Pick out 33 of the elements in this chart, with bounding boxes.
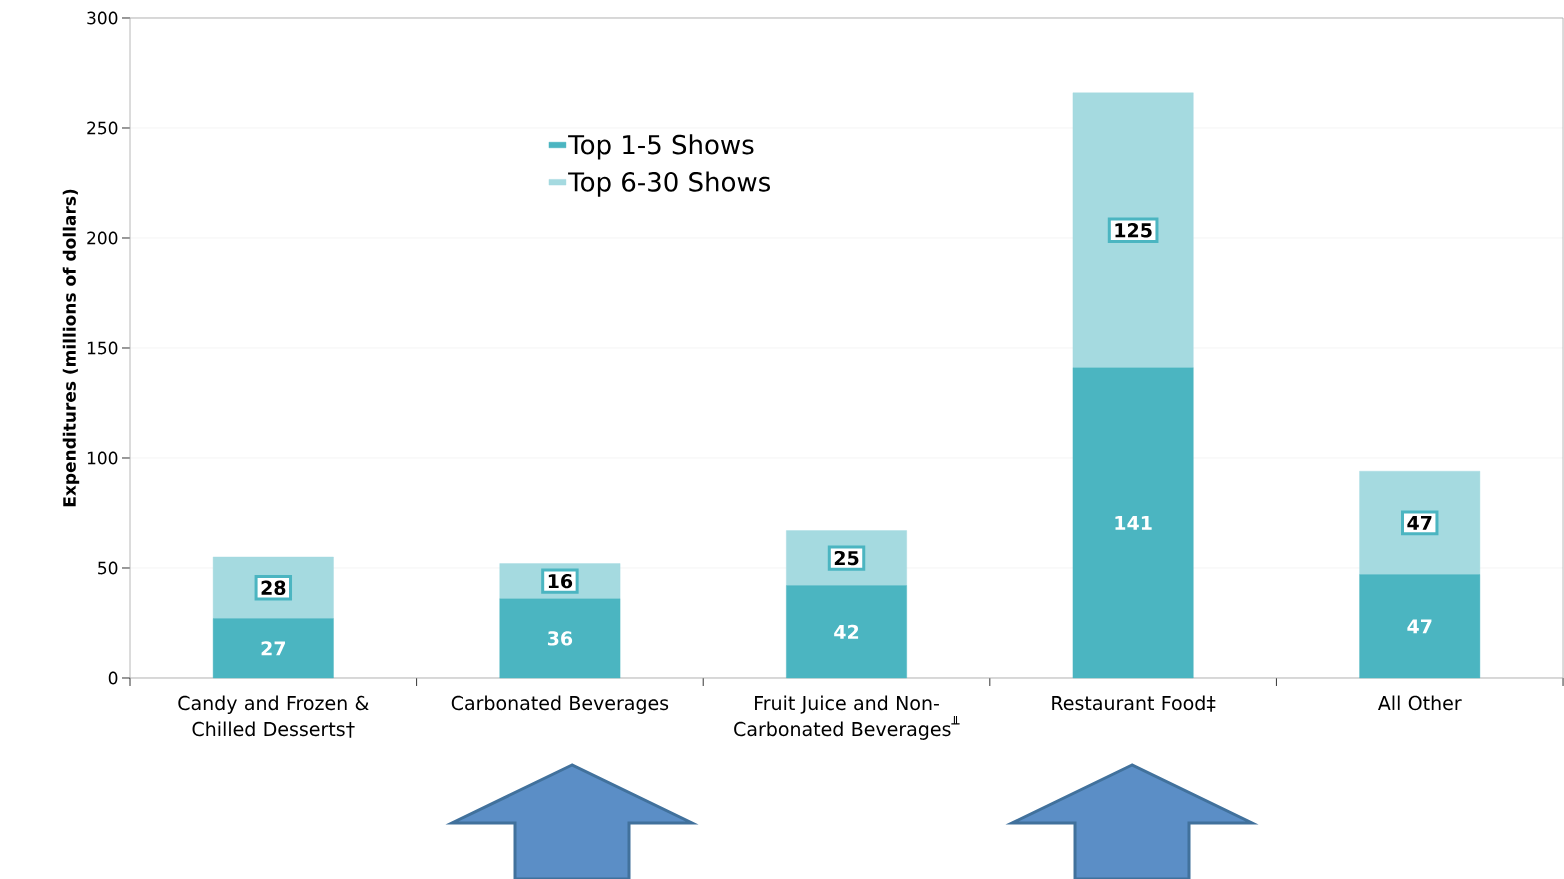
data-label: 125 bbox=[1115, 223, 1152, 238]
data-label: 27 bbox=[261, 641, 286, 656]
y-tick-label: 200 bbox=[87, 231, 118, 245]
data-label: 28 bbox=[261, 580, 286, 595]
y-tick-label: 150 bbox=[87, 341, 118, 355]
y-tick-label: 0 bbox=[108, 671, 118, 685]
data-label: 47 bbox=[1407, 515, 1432, 530]
data-label: 42 bbox=[834, 624, 859, 639]
data-label: 36 bbox=[547, 631, 573, 646]
y-tick-label: 50 bbox=[98, 561, 118, 575]
bar bbox=[786, 585, 907, 679]
legend-label: Top 1-5 Shows bbox=[568, 134, 754, 160]
x-tick-label: Restaurant Food‡ bbox=[1052, 695, 1216, 712]
y-tick-label: 100 bbox=[87, 451, 118, 465]
bar bbox=[1072, 367, 1194, 679]
bar bbox=[499, 598, 621, 679]
data-label: 25 bbox=[834, 550, 859, 566]
x-tick-label: All Other bbox=[1377, 695, 1462, 711]
data-label: 16 bbox=[548, 574, 573, 589]
bar bbox=[212, 618, 334, 679]
x-tick-label: Candy and Frozen & Chilled Desserts† bbox=[178, 695, 369, 738]
bar bbox=[1072, 92, 1194, 368]
data-label: 141 bbox=[1115, 515, 1152, 530]
legend-label: Top 6-30 Shows bbox=[568, 171, 771, 197]
y-tick-label: 300 bbox=[87, 11, 118, 25]
x-tick-label: Fruit Juice and Non-Carbonated Beverages$^{╨}$ bbox=[734, 695, 960, 740]
x-tick-label: Carbonated Beverages bbox=[451, 695, 669, 714]
bar bbox=[1359, 574, 1481, 679]
bar bbox=[212, 556, 334, 619]
y-tick-label: 250 bbox=[87, 121, 118, 135]
data-label: 47 bbox=[1407, 619, 1432, 634]
y-axis-title: Expenditures (millions of dollars) bbox=[62, 189, 80, 507]
bar bbox=[1359, 470, 1481, 575]
